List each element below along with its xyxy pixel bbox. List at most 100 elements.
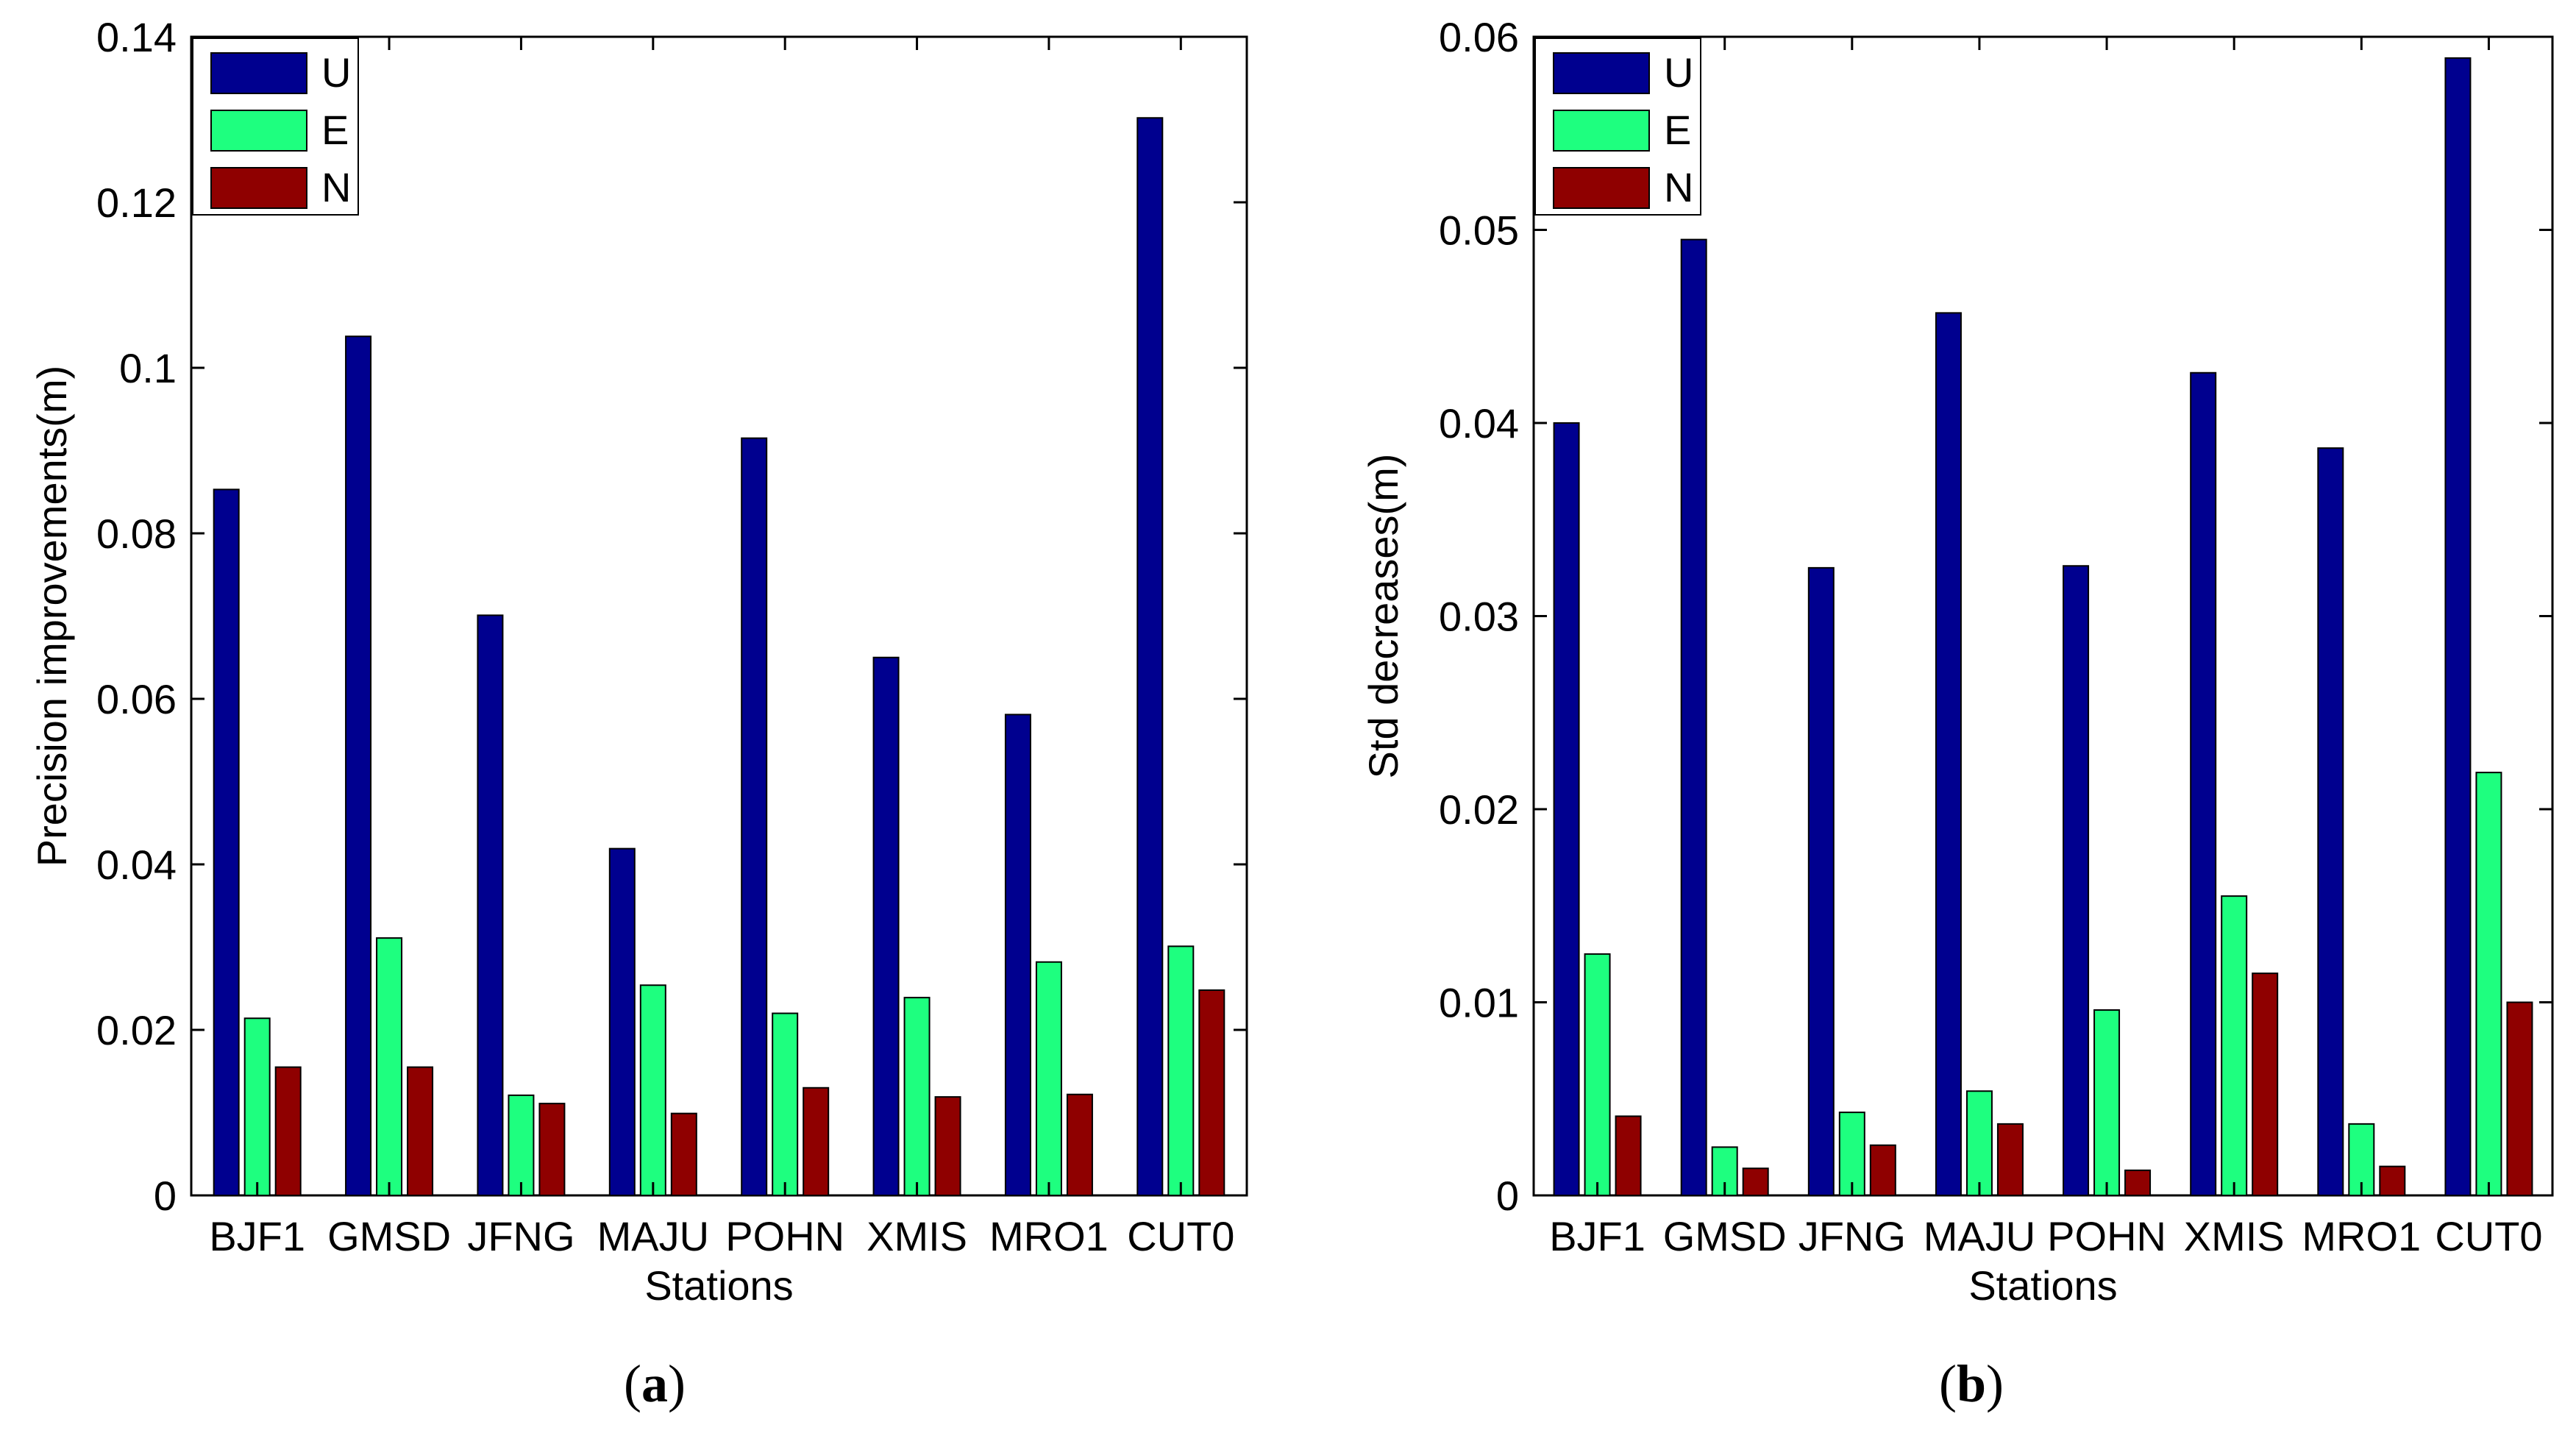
x-tick-label: GMSD [327, 1213, 451, 1259]
x-tick-label: MRO1 [2302, 1213, 2421, 1259]
bar-E-BJF1 [1584, 953, 1611, 1196]
bar-N-MRO1 [1066, 1093, 1093, 1196]
x-tick-label: XMIS [2184, 1213, 2285, 1259]
legend-swatch-U [210, 52, 307, 94]
legend-swatch-U [1553, 52, 1650, 94]
y-tick-label: 0.04 [96, 842, 177, 888]
bar-E-JFNG [508, 1094, 535, 1196]
y-tick-label: 0.1 [119, 345, 177, 391]
bar-N-CUT0 [1198, 989, 1225, 1196]
bar-N-JFNG [1869, 1144, 1896, 1196]
y-tick-label: 0.14 [96, 14, 177, 60]
legend-swatch-E [1553, 110, 1650, 152]
bar-N-GMSD [407, 1066, 434, 1196]
bar-N-CUT0 [2506, 1001, 2533, 1196]
bar-U-JFNG [477, 614, 504, 1196]
y-tick-label: 0.05 [1439, 207, 1519, 254]
legend-label-U: U [321, 49, 351, 96]
bar-U-MAJU [608, 847, 636, 1196]
y-tick-label: 0.04 [1439, 400, 1519, 447]
bar-E-MAJU [1965, 1090, 1993, 1196]
bar-U-GMSD [1680, 238, 1707, 1196]
y-axis-label: Precision improvements(m) [29, 366, 75, 867]
x-axis-label: Stations [1968, 1262, 2117, 1309]
x-axis-label: Stations [644, 1262, 793, 1309]
chart-panel-a: 0 0.02 0.04 0.06 0.08 0.1 0.12 0.14 BJF1 GMSD JFNG… [29, 14, 1248, 1413]
x-tick-label: POHN [2047, 1213, 2166, 1259]
x-tick-label: MRO1 [989, 1213, 1109, 1259]
legend-label-N: N [321, 164, 351, 210]
x-tick-label: CUT0 [2435, 1213, 2542, 1259]
y-tick-label: 0.08 [96, 511, 177, 557]
x-tick-label: MAJU [597, 1213, 709, 1259]
x-tick-label: JFNG [467, 1213, 574, 1259]
y-tick-label: 0.02 [1439, 786, 1519, 833]
legend-label-E: E [1664, 107, 1691, 153]
bar-E-POHN [2093, 1009, 2121, 1196]
bar-N-MAJU [670, 1112, 697, 1196]
bar-E-XMIS [2221, 895, 2248, 1196]
bar-U-MRO1 [1004, 714, 1031, 1196]
bar-N-BJF1 [1615, 1115, 1642, 1196]
bar-E-POHN [772, 1012, 799, 1196]
bar-N-XMIS [2252, 972, 2279, 1196]
legend-label-N: N [1664, 164, 1693, 210]
legend-label-E: E [321, 107, 349, 153]
x-tick-label: BJF1 [209, 1213, 305, 1259]
legend-swatch-N [210, 167, 307, 209]
bar-U-XMIS [2190, 371, 2217, 1196]
legend-swatch-E [210, 110, 307, 152]
y-tick-label: 0.01 [1439, 980, 1519, 1026]
x-tick-label: XMIS [867, 1213, 967, 1259]
chart-panel-b: 0 0.01 0.02 0.03 0.04 0.05 0.06 BJF1 GMSD JFNG MAJ… [1360, 14, 2554, 1413]
y-tick-label: 0.12 [96, 179, 177, 226]
bar-E-XMIS [903, 997, 931, 1196]
x-tick-label: MAJU [1924, 1213, 2035, 1259]
x-tick-label: CUT0 [1127, 1213, 1234, 1259]
bar-E-GMSD [376, 937, 403, 1196]
bar-E-CUT0 [2475, 772, 2502, 1196]
y-axis-label: Std decreases(m) [1360, 454, 1406, 779]
x-tick-label: BJF1 [1549, 1213, 1645, 1259]
bar-U-BJF1 [213, 488, 240, 1196]
bar-U-POHN [741, 437, 768, 1196]
plot-area-frame [190, 35, 1248, 1197]
bar-U-JFNG [1807, 566, 1835, 1196]
legend-swatch-N [1553, 167, 1650, 209]
x-tick-label: JFNG [1798, 1213, 1906, 1259]
x-tick-label: POHN [725, 1213, 844, 1259]
bar-U-POHN [2063, 565, 2090, 1196]
x-tick-label: GMSD [1663, 1213, 1787, 1259]
y-tick-label: 0.06 [1439, 14, 1519, 60]
y-tick-label: 0.02 [96, 1007, 177, 1053]
panel-caption-letter: a [641, 1354, 668, 1413]
bar-N-MAJU [1996, 1123, 2024, 1196]
y-tick-label: 0 [154, 1173, 177, 1219]
bar-U-MRO1 [2317, 447, 2344, 1196]
bar-U-MAJU [1935, 312, 1962, 1196]
bar-N-POHN [803, 1087, 830, 1196]
bar-U-BJF1 [1553, 422, 1580, 1196]
bar-N-POHN [2124, 1169, 2152, 1196]
bar-U-CUT0 [2444, 57, 2472, 1196]
bar-E-MAJU [639, 984, 666, 1196]
bar-E-BJF1 [243, 1017, 271, 1196]
y-tick-label: 0 [1496, 1173, 1519, 1219]
panel-caption-letter: b [1957, 1354, 1986, 1413]
y-tick-label: 0.03 [1439, 594, 1519, 640]
bar-N-JFNG [538, 1103, 566, 1196]
bar-U-CUT0 [1136, 117, 1164, 1196]
bar-E-JFNG [1838, 1112, 1865, 1196]
bar-N-GMSD [1742, 1167, 1769, 1196]
bar-N-BJF1 [274, 1066, 302, 1196]
bar-N-MRO1 [2379, 1165, 2406, 1196]
y-tick-label: 0.06 [96, 676, 177, 722]
bar-U-XMIS [872, 656, 900, 1196]
bar-E-CUT0 [1167, 945, 1195, 1196]
panel-caption: (b) [1939, 1354, 2004, 1413]
bar-N-XMIS [934, 1096, 961, 1196]
bar-E-MRO1 [1035, 961, 1062, 1196]
bar-U-GMSD [345, 335, 372, 1196]
panel-caption: (a) [624, 1354, 686, 1413]
